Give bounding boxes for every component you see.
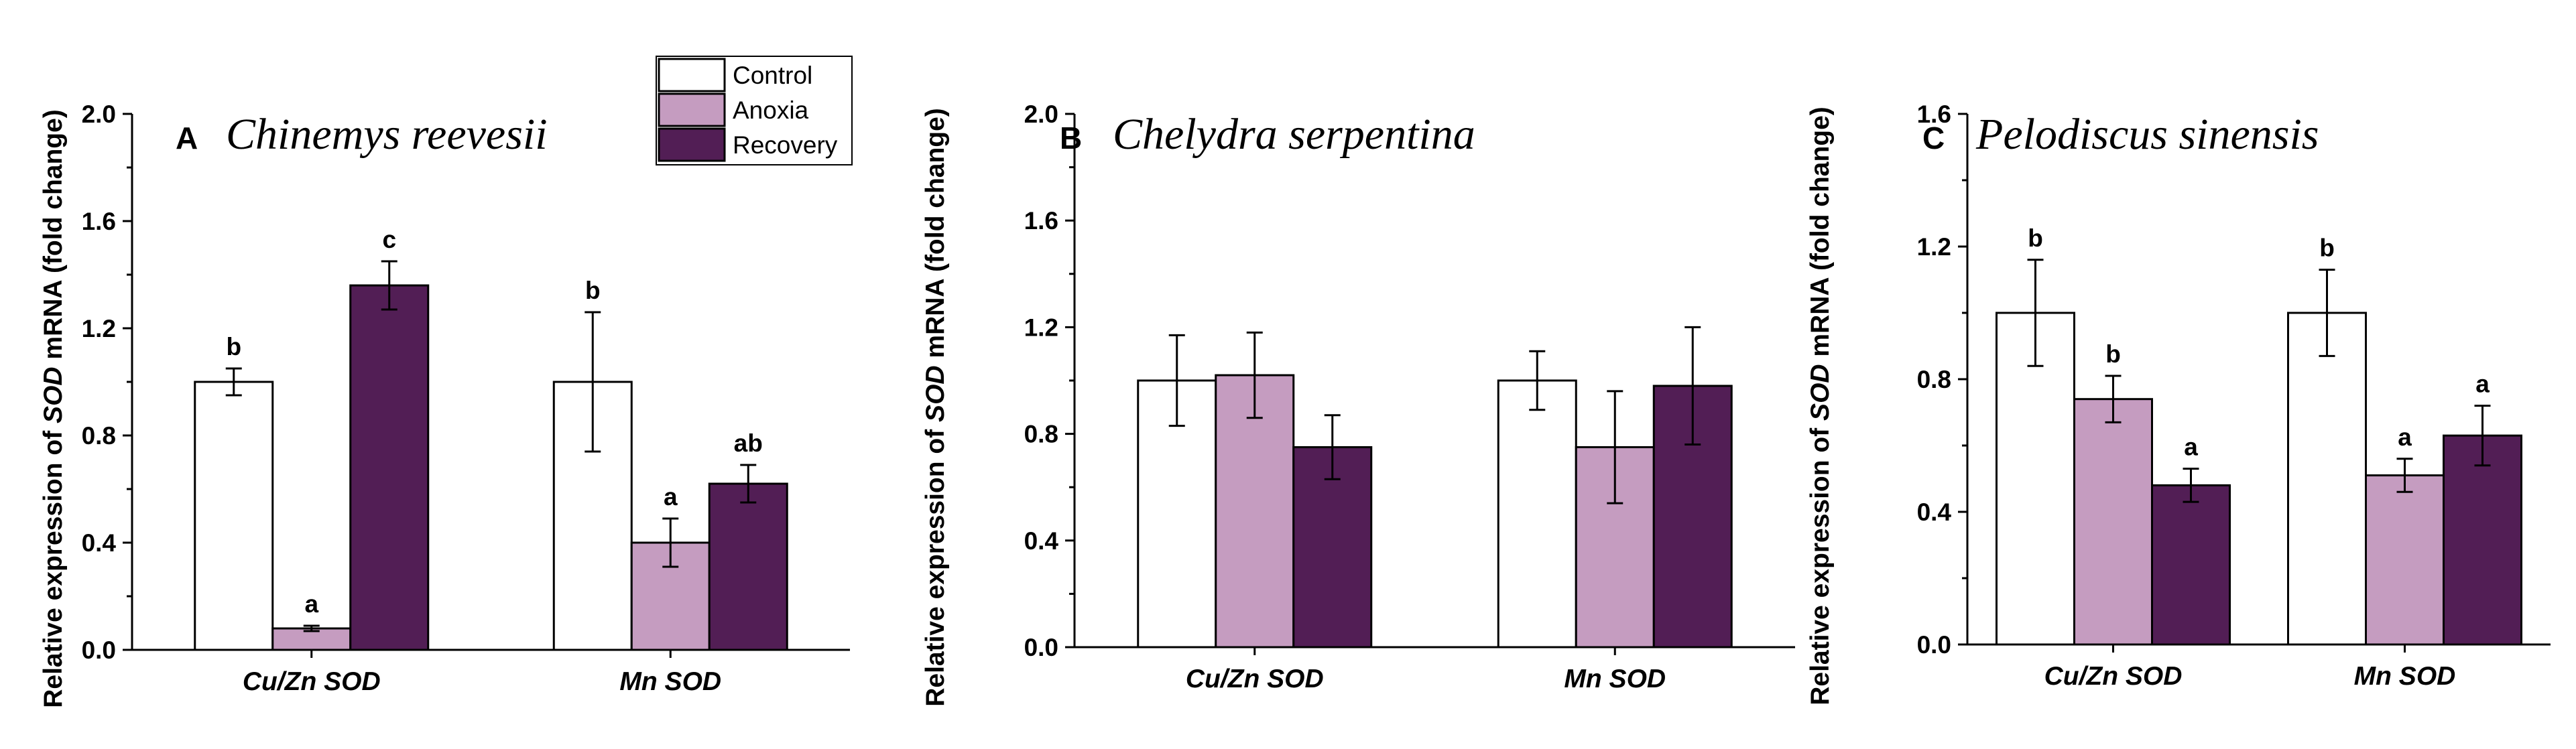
legend-swatch-control bbox=[658, 58, 726, 92]
y-tick-label: 1.6 bbox=[82, 208, 116, 235]
panel-letter: B bbox=[1060, 121, 1082, 155]
y-axis-label: Relative expression of SOD mRNA (fold ch… bbox=[1806, 107, 1835, 705]
chart-panel-b: 0.0 0.4 0.8 1.2 1.6 2.0 Relative expression of… bbox=[921, 100, 1795, 707]
bar-recovery-cu-zn-sod bbox=[349, 284, 430, 651]
x-category-label: Cu/Zn SOD bbox=[1186, 665, 1324, 693]
y-tick-label: 0.0 bbox=[1024, 634, 1058, 661]
bar-control-cu-zn-sod bbox=[194, 381, 274, 651]
significance-label: c bbox=[382, 226, 396, 253]
x-category-label: Cu/Zn SOD bbox=[243, 667, 381, 696]
y-tick-label: 1.2 bbox=[1024, 314, 1058, 341]
bar-control-mn-sod bbox=[2287, 312, 2367, 646]
significance-label: a bbox=[304, 590, 318, 618]
bar-recovery-cu-zn-sod bbox=[1292, 446, 1373, 649]
legend: Control Anoxia Recovery bbox=[656, 56, 853, 165]
bar-control-cu-zn-sod bbox=[1996, 312, 2075, 646]
legend-label-recovery: Recovery bbox=[733, 131, 838, 159]
legend-swatch-recovery bbox=[658, 127, 726, 162]
y-axis-label: Relative expression of SOD mRNA (fold ch… bbox=[921, 108, 950, 707]
y-tick-label: 0.8 bbox=[1917, 366, 1951, 393]
y-tick-label: 1.2 bbox=[82, 315, 116, 342]
legend-label-control: Control bbox=[733, 62, 812, 89]
y-tick-label: 0.4 bbox=[1024, 527, 1059, 555]
x-category-label: Mn SOD bbox=[2354, 662, 2456, 691]
y-tick-label: 0.8 bbox=[82, 422, 116, 450]
significance-label: a bbox=[2475, 370, 2490, 398]
panel-letter: A bbox=[176, 121, 198, 155]
y-tick-label: 2.0 bbox=[82, 100, 116, 128]
significance-label: b bbox=[585, 277, 601, 304]
y-axis-label: Relative expression of SOD mRNA (fold ch… bbox=[39, 109, 68, 708]
panel-letter: C bbox=[1922, 121, 1945, 155]
bar-recovery-mn-sod bbox=[2443, 434, 2522, 646]
bar-anoxia-cu-zn-sod bbox=[2073, 398, 2153, 646]
bar-control-mn-sod bbox=[1497, 379, 1577, 649]
chart-panel-a: 0.0 0.4 0.8 1.2 1.6 2.0 Relative expression of… bbox=[39, 100, 850, 708]
significance-label: a bbox=[2184, 433, 2198, 461]
significance-label: b bbox=[226, 333, 241, 360]
bar-recovery-cu-zn-sod bbox=[2151, 484, 2231, 646]
significance-label: b bbox=[2028, 224, 2043, 252]
y-tick-label: 0.4 bbox=[82, 529, 117, 557]
x-category-label: Cu/Zn SOD bbox=[2044, 662, 2183, 691]
significance-label: a bbox=[664, 483, 678, 510]
y-tick-label: 1.6 bbox=[1024, 207, 1058, 234]
significance-label: b bbox=[2105, 340, 2121, 368]
bar-recovery-mn-sod bbox=[708, 482, 788, 651]
panels: 0.0 0.4 0.8 1.2 1.6 2.0 Relative expression of… bbox=[39, 56, 2551, 708]
y-tick-label: 2.0 bbox=[1024, 100, 1058, 128]
y-tick-label: 1.2 bbox=[1917, 233, 1951, 261]
legend-swatch-anoxia bbox=[658, 92, 726, 127]
bar-anoxia-mn-sod bbox=[2365, 474, 2445, 646]
y-tick-label: 1.6 bbox=[1917, 100, 1951, 128]
significance-label: b bbox=[2319, 234, 2335, 262]
x-category-label: Mn SOD bbox=[619, 667, 721, 696]
legend-label-anoxia: Anoxia bbox=[733, 96, 809, 124]
significance-label: a bbox=[2398, 423, 2412, 451]
y-tick-label: 0.0 bbox=[82, 636, 116, 664]
chart-panel-c: 0.0 0.4 0.8 1.2 1.6 Relative expression of SO… bbox=[1806, 100, 2551, 705]
panel-title: Chelydra serpentina bbox=[1113, 110, 1475, 159]
panel-title: Pelodiscus sinensis bbox=[1975, 110, 2319, 159]
x-category-label: Mn SOD bbox=[1564, 665, 1666, 693]
y-tick-label: 0.8 bbox=[1024, 421, 1058, 448]
y-tick-label: 0.0 bbox=[1917, 631, 1951, 659]
panel-title: Chinemys reevesii bbox=[226, 110, 548, 159]
significance-label: ab bbox=[734, 429, 763, 457]
y-tick-label: 0.4 bbox=[1917, 498, 1952, 526]
